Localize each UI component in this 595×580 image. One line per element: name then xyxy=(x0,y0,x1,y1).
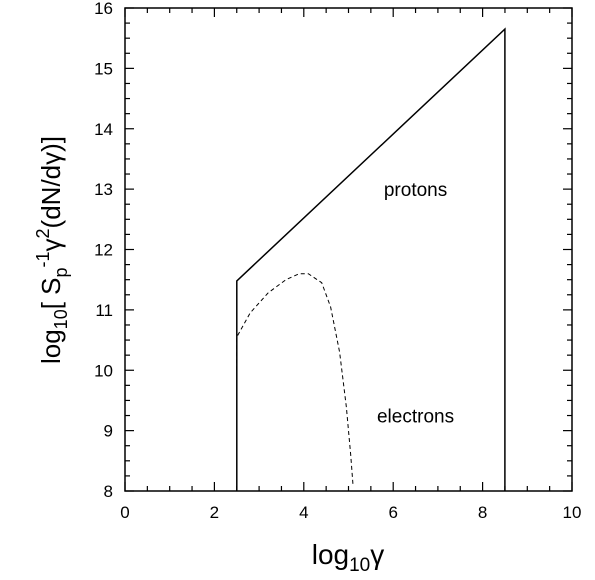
x-tick-label: 0 xyxy=(120,503,129,522)
y-axis-title: log10[ Sp-1γ2(dN/dγ)] xyxy=(33,136,71,364)
series-protons xyxy=(236,27,506,491)
y-tick-label: 14 xyxy=(94,120,113,139)
x-axis-title: log10γ xyxy=(312,539,385,576)
y-tick-label: 10 xyxy=(94,361,113,380)
y-tick-label: 13 xyxy=(94,180,113,199)
y-axis-title-part: log xyxy=(36,329,66,364)
y-tick-label: 12 xyxy=(94,241,113,260)
annotation-electrons: electrons xyxy=(377,407,454,428)
y-tick-labels: 8 9 10 11 12 13 14 15 16 xyxy=(94,0,113,501)
x-tick-label: 8 xyxy=(478,503,487,522)
annotations: protons electrons xyxy=(377,180,454,427)
x-tick-label: 10 xyxy=(563,503,582,522)
x-axis-title-sub: 10 xyxy=(349,555,370,576)
series-electrons xyxy=(236,273,354,486)
axis-ticks xyxy=(124,7,573,492)
y-tick-label: 9 xyxy=(104,422,113,441)
x-tick-label: 4 xyxy=(299,503,308,522)
x-tick-label: 2 xyxy=(210,503,219,522)
x-axis-title-base: log xyxy=(312,539,349,570)
annotation-protons: protons xyxy=(384,180,447,201)
y-tick-label: 8 xyxy=(104,482,113,501)
y-tick-label: 15 xyxy=(94,59,113,78)
y-tick-label: 16 xyxy=(94,0,113,18)
y-axis-title-part: 2 xyxy=(33,228,53,238)
y-axis-title-part: -1 xyxy=(33,251,53,267)
y-axis-title-part: (dN/dγ)] xyxy=(36,136,66,228)
x-axis-title-var: γ xyxy=(370,539,384,570)
y-tick-label: 11 xyxy=(95,301,113,320)
x-tick-labels: 0 2 4 6 8 10 xyxy=(120,503,581,522)
y-axis-title-part: [ S xyxy=(36,277,66,309)
x-tick-label: 6 xyxy=(388,503,397,522)
y-axis-title-part: 10 xyxy=(51,309,71,329)
y-axis-title-part: p xyxy=(51,267,71,277)
y-axis-title-part: γ xyxy=(36,238,66,251)
series-layer xyxy=(236,27,506,491)
